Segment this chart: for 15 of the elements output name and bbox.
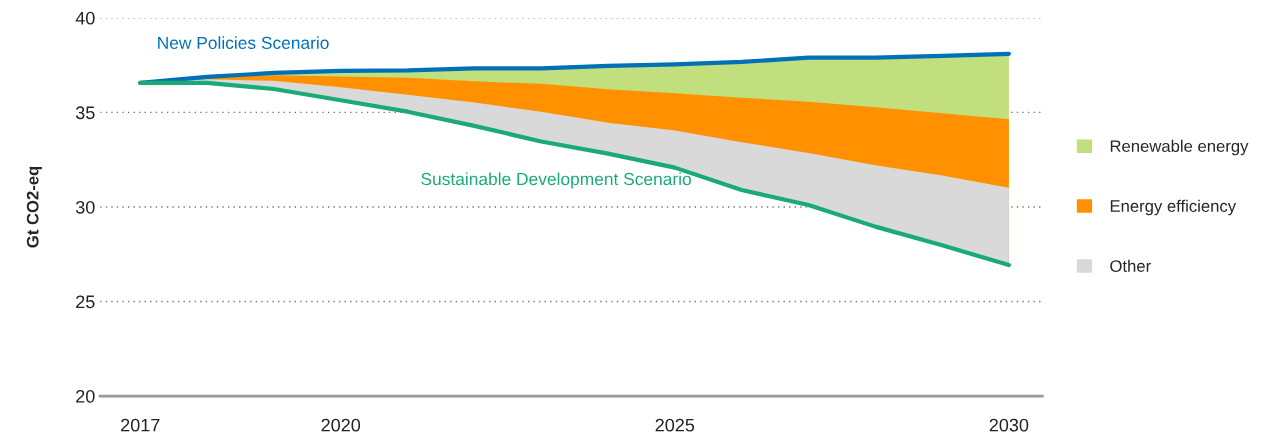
series-label: New Policies Scenario (158, 36, 329, 50)
legend-label: Energy efficiency (1110, 199, 1237, 216)
y-tick-label: 30 (75, 200, 95, 214)
y-tick-label: 35 (75, 106, 95, 120)
x-tick-label: 2025 (655, 418, 695, 432)
legend-label: Other (1110, 259, 1151, 272)
y-tick-label: 40 (75, 11, 95, 25)
y-axis-title: Gt CO2-eq (26, 166, 42, 248)
x-tick-label: 2030 (989, 418, 1029, 432)
x-tick-label: 2017 (121, 418, 160, 432)
x-tick-label: 2020 (321, 418, 361, 432)
y-tick-label: 20 (76, 389, 95, 403)
y-tick-label: 25 (76, 295, 95, 309)
series-label: Sustainable Development Scenario (421, 172, 691, 189)
legend-label: Renewable energy (1110, 139, 1249, 156)
